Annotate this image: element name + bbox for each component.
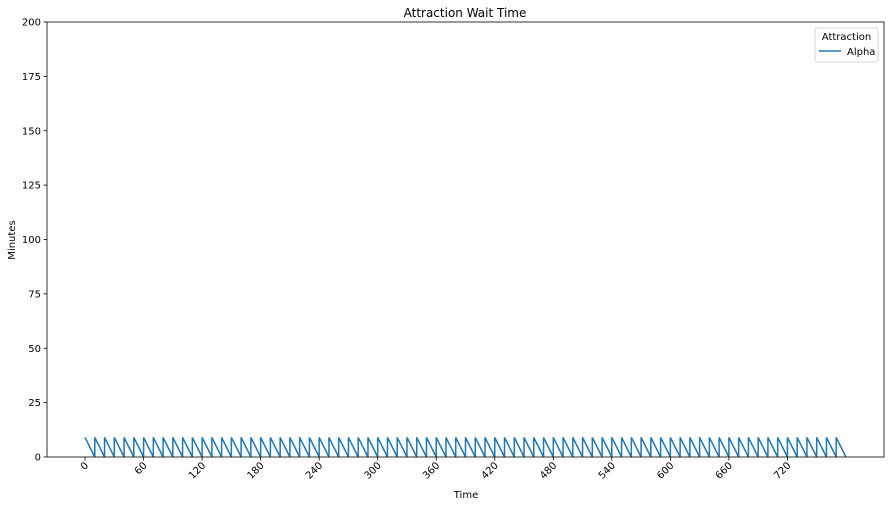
y-tick-label: 200	[22, 18, 41, 29]
y-axis: 0 25 50 75 100 125 150 175 200	[22, 18, 47, 464]
x-tick-label: 480	[538, 460, 559, 481]
y-tick-label: 150	[22, 126, 41, 137]
x-tick-label: 600	[655, 460, 676, 481]
y-tick-label: 0	[35, 453, 41, 464]
x-axis-title: Time	[453, 490, 478, 501]
y-tick-label: 100	[22, 235, 41, 246]
legend-label-alpha: Alpha	[847, 47, 875, 58]
x-tick-label: 60	[133, 460, 150, 477]
y-tick-label: 125	[22, 181, 41, 192]
x-tick-label: 180	[245, 460, 266, 481]
y-tick-label: 50	[28, 344, 41, 355]
legend-box	[814, 27, 879, 63]
chart-title: Attraction Wait Time	[404, 6, 527, 20]
series-line-alpha	[84, 437, 847, 458]
x-tick-label: 240	[304, 460, 325, 481]
x-tick-label: 660	[714, 460, 735, 481]
x-tick-label: 540	[597, 460, 618, 481]
x-tick-label: 360	[421, 460, 442, 481]
x-tick-label: 420	[480, 460, 501, 481]
x-tick-label: 120	[187, 460, 208, 481]
x-tick-label: 720	[772, 460, 793, 481]
y-tick-label: 75	[28, 289, 41, 300]
x-tick-label: 300	[363, 460, 384, 481]
x-axis: 0 60 120 180 240 300 360 420 480 540 600 660 720	[79, 457, 794, 482]
y-axis-title: Minutes	[7, 220, 18, 259]
plot-frame	[46, 21, 885, 458]
y-tick-label: 25	[28, 398, 41, 409]
y-tick-label: 175	[22, 72, 41, 83]
legend: Attraction Alpha	[814, 27, 879, 63]
legend-title: Attraction	[822, 32, 871, 43]
plot-area	[84, 437, 847, 458]
x-tick-label: 0	[79, 460, 91, 472]
